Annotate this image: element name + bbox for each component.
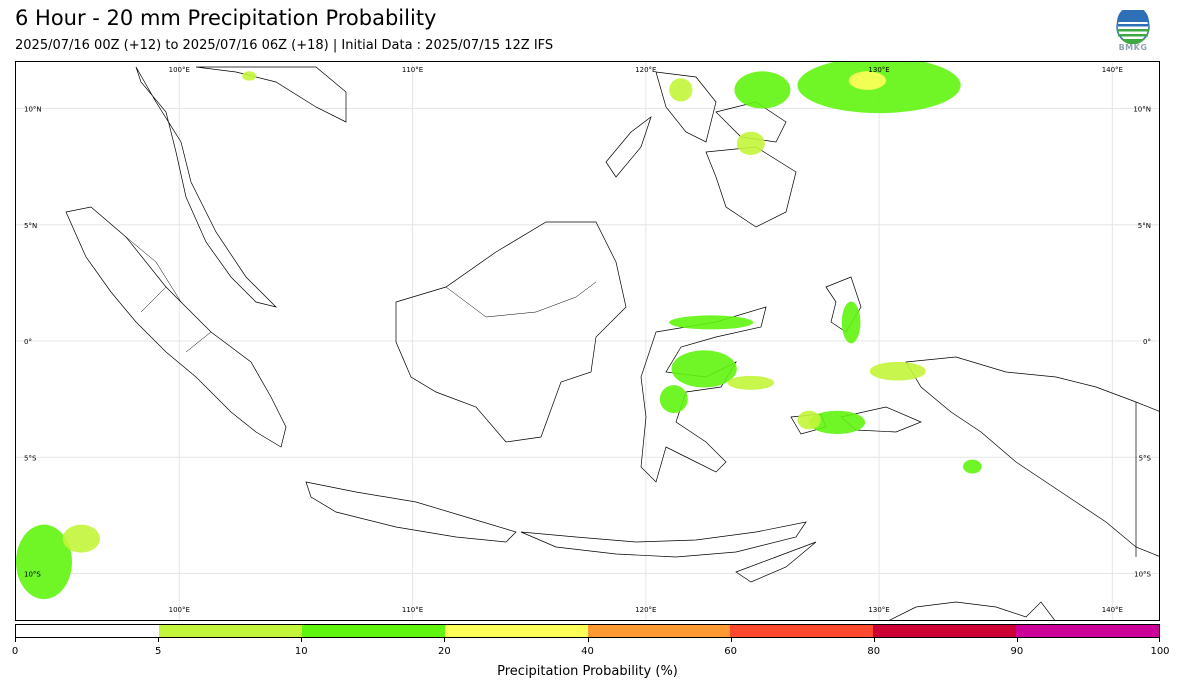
colorbar (15, 624, 1160, 638)
colorbar-mark-100 (1159, 638, 1160, 642)
precip-area-2 (734, 71, 791, 109)
colorbar-tick-40: 40 (581, 646, 594, 657)
lon-tick-bottom-110: 110°E (402, 606, 423, 614)
lat-tick-right-5: 5°N (1138, 222, 1151, 230)
lon-tick-top-110: 110°E (402, 66, 423, 74)
page-subtitle: 2025/07/16 00Z (+12) to 2025/07/16 06Z (… (15, 38, 554, 53)
lon-tick-bottom-100: 100°E (169, 606, 190, 614)
coastline-australia (889, 601, 1055, 620)
precipitation-map: 100°E 100°E 110°E 110°E 120°E 120°E 130°E 130°E… (16, 62, 1159, 620)
colorbar-mark-20 (444, 638, 446, 642)
colorbar-segment-4 (587, 625, 731, 637)
colorbar-segment-5 (730, 625, 874, 637)
colorbar-segment-3 (444, 625, 588, 637)
coastlines (65, 66, 1159, 620)
colorbar-tick-60: 60 (724, 646, 737, 657)
coastline-lesser-sunda (520, 521, 807, 558)
precipitation-areas (16, 62, 982, 600)
precip-area-11 (869, 361, 926, 381)
colorbar-mark-80 (873, 638, 875, 642)
coastline-sulawesi (640, 306, 767, 483)
coastline-indochina (195, 66, 347, 123)
precip-area-1 (848, 71, 887, 90)
lon-tick-top-100: 100°E (169, 66, 190, 74)
lat-tick-right-0: 0° (1143, 338, 1151, 346)
colorbar-mark-5 (158, 638, 160, 642)
colorbar-tick-100: 100 (1150, 646, 1170, 657)
colorbar-segment-0 (16, 625, 159, 637)
coastline-malay-peninsula (135, 66, 278, 308)
colorbar-segment-6 (873, 625, 1017, 637)
colorbar-segment-1 (158, 625, 302, 637)
precip-area-12 (963, 459, 982, 474)
precip-area-5 (671, 350, 737, 388)
lat-tick-left-5: 5°N (24, 222, 37, 230)
lon-tick-bottom-130: 130°E (868, 606, 889, 614)
precip-area-10 (841, 301, 861, 344)
coastline-luzon (655, 71, 717, 143)
precip-area-7 (727, 375, 775, 390)
lon-tick-top-140: 140°E (1102, 66, 1123, 74)
colorbar-tick-0: 0 (11, 646, 19, 657)
logo-text: BMKG (1118, 43, 1148, 52)
coastline-timor (735, 541, 817, 583)
precip-area-15 (242, 71, 257, 81)
precip-area-16 (669, 78, 693, 102)
colorbar-label: Precipitation Probability (%) (497, 664, 678, 679)
coastline-sumatra (65, 206, 287, 448)
colorbar-mark-60 (730, 638, 732, 642)
lon-tick-top-120: 120°E (635, 66, 656, 74)
coastline-palawan (605, 116, 652, 178)
colorbar-segment-7 (1016, 625, 1159, 637)
colorbar-mark-40 (587, 638, 589, 642)
colorbar-tick-10: 10 (294, 646, 308, 657)
precip-area-14 (62, 524, 100, 553)
lat-tick-right-m5: 5°S (1139, 454, 1152, 462)
lon-tick-top-130: 130°E (868, 66, 889, 74)
gridlines (16, 62, 1159, 620)
colorbar-tick-90: 90 (1010, 646, 1024, 657)
lat-tick-right-m10: 10°S (1134, 571, 1151, 579)
lat-tick-right-10: 10°N (1133, 106, 1151, 114)
precip-area-6 (659, 385, 688, 414)
bmkg-logo-icon: BMKG (1113, 6, 1153, 56)
lat-tick-left-m5: 5°S (24, 454, 37, 462)
colorbar-mark-0 (15, 638, 16, 642)
border-sumatra (125, 236, 212, 353)
lat-tick-left-m10: 10°S (24, 571, 41, 579)
precip-area-13 (16, 524, 72, 600)
lon-tick-bottom-120: 120°E (635, 606, 656, 614)
coastline-java (305, 481, 517, 543)
colorbar-mark-10 (301, 638, 303, 642)
lon-tick-bottom-140: 140°E (1102, 606, 1123, 614)
coastline-mindanao (705, 146, 797, 228)
colorbar-tick-80: 80 (867, 646, 881, 657)
lat-tick-left-10: 10°N (24, 106, 42, 114)
colorbar-mark-90 (1016, 638, 1018, 642)
map-panel: 100°E 100°E 110°E 110°E 120°E 120°E 130°E 130°E… (15, 61, 1160, 621)
precip-area-8 (809, 410, 866, 434)
coastline-borneo (395, 221, 627, 443)
precip-area-4 (669, 315, 754, 330)
colorbar-tick-5: 5 (154, 646, 162, 657)
precip-area-9 (797, 410, 821, 430)
border-borneo (445, 281, 597, 318)
precip-area-3 (736, 131, 765, 155)
page-title: 6 Hour - 20 mm Precipitation Probability (15, 6, 437, 30)
lat-tick-left-0: 0° (24, 338, 32, 346)
tick-labels: 100°E 100°E 110°E 110°E 120°E 120°E 130°E 130°E… (24, 66, 1152, 614)
colorbar-tick-20: 20 (438, 646, 451, 657)
colorbar-segment-2 (301, 625, 445, 637)
